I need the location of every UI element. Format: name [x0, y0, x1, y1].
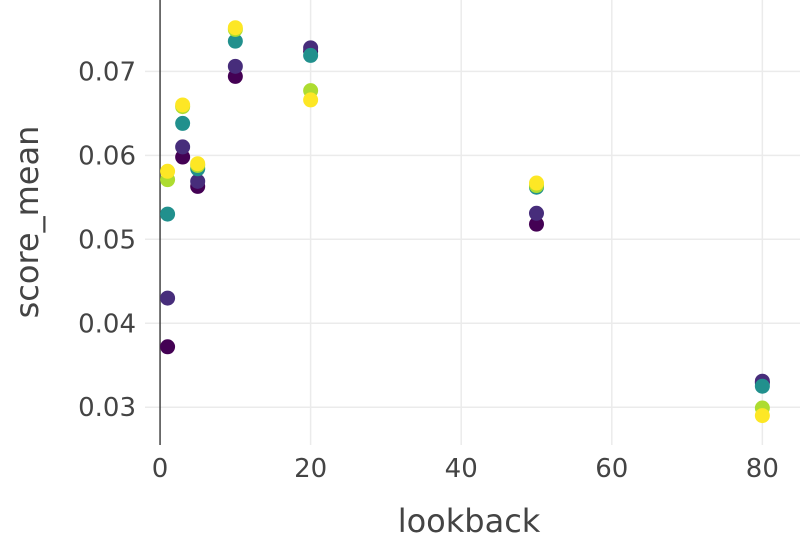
data-point	[160, 163, 176, 179]
axis-layer: 0 20 40 60 80 0.03 0.04 0.05 0.06 0.07	[78, 0, 779, 484]
x-tick-label: 60	[595, 454, 628, 484]
x-tick-label: 20	[294, 454, 327, 484]
data-point	[303, 92, 319, 108]
y-tick-label: 0.04	[78, 309, 136, 339]
y-axis-title: score_mean	[8, 126, 46, 319]
data-point	[160, 206, 176, 222]
x-axis-title: lookback	[398, 502, 541, 540]
y-tick-label: 0.05	[78, 225, 136, 255]
x-tick-label: 40	[445, 454, 478, 484]
data-point	[227, 58, 243, 74]
y-tick-label: 0.07	[78, 57, 136, 87]
data-point	[175, 115, 191, 131]
data-point	[175, 139, 191, 155]
points-layer	[160, 20, 770, 424]
data-point	[190, 173, 206, 189]
x-tick-label: 0	[152, 454, 169, 484]
data-point	[175, 97, 191, 113]
y-tick-label: 0.03	[78, 393, 136, 423]
data-point	[528, 205, 544, 221]
data-point	[190, 156, 206, 172]
data-point	[227, 20, 243, 36]
data-point	[303, 47, 319, 63]
data-point	[528, 216, 544, 232]
x-tick-label: 80	[746, 454, 779, 484]
data-point	[160, 290, 176, 306]
data-point	[754, 378, 770, 394]
grid-layer	[145, 0, 800, 445]
data-point	[160, 339, 176, 355]
y-tick-label: 0.06	[78, 141, 136, 171]
data-point	[754, 408, 770, 424]
data-point	[227, 33, 243, 49]
data-point	[528, 175, 544, 191]
